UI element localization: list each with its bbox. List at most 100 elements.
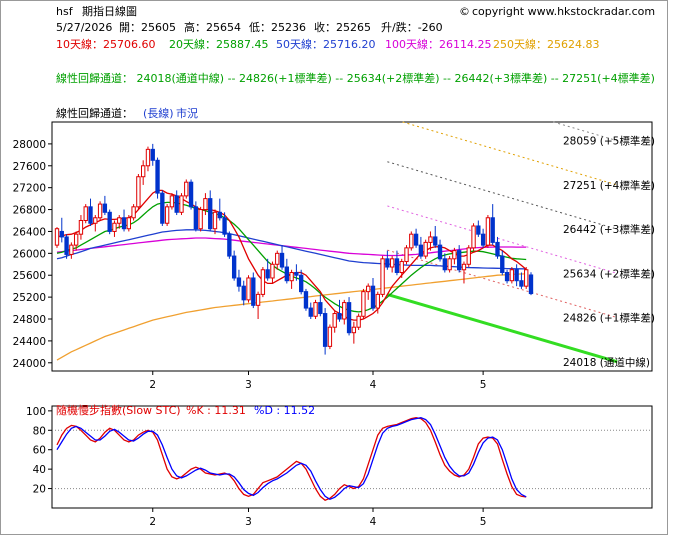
candle-body bbox=[107, 211, 112, 232]
candle-body bbox=[164, 206, 170, 224]
candle-body bbox=[385, 258, 390, 268]
candle-body bbox=[188, 181, 194, 208]
candle-body bbox=[476, 225, 481, 235]
ma50-label: 50天線：25716.20 bbox=[276, 38, 376, 51]
candle-body bbox=[457, 250, 462, 271]
price-panel-frame bbox=[51, 121, 653, 372]
candle-body bbox=[208, 198, 213, 230]
stc-y-tick-label: 80 bbox=[33, 425, 46, 437]
candle-body bbox=[231, 255, 237, 279]
candle-body bbox=[366, 285, 371, 293]
chart-name-label: 期指日線圖 bbox=[82, 5, 137, 18]
candle-body bbox=[169, 195, 175, 208]
low-label: 低：25236 bbox=[249, 21, 306, 34]
candle-body bbox=[251, 277, 256, 306]
channel-suffix: 市況 bbox=[176, 107, 198, 120]
candle-body bbox=[509, 269, 515, 282]
candle-body bbox=[351, 326, 357, 334]
candle-body bbox=[184, 181, 189, 197]
ma100-line bbox=[56, 237, 527, 257]
candle-body bbox=[150, 148, 155, 161]
candle-body bbox=[227, 233, 232, 257]
candle-body bbox=[313, 302, 318, 317]
candle-body bbox=[404, 247, 409, 263]
candle-body bbox=[217, 211, 222, 219]
candle-body bbox=[500, 255, 505, 273]
high-label: 高：25654 bbox=[184, 21, 241, 34]
stc-y-tick-label: 60 bbox=[33, 445, 46, 457]
stc-x-tick-label: 2 bbox=[149, 516, 156, 528]
channel-mid-line bbox=[386, 292, 618, 364]
channel-label: 24826 (+1標準差) bbox=[563, 312, 655, 325]
candle-body bbox=[265, 269, 270, 279]
price-y-tick-label: 27200 bbox=[13, 183, 46, 195]
channel-label: 27251 (+4標準差) bbox=[563, 179, 655, 192]
candle-body bbox=[59, 230, 64, 238]
candle-body bbox=[466, 247, 471, 265]
candle-body bbox=[299, 274, 304, 293]
candle-body bbox=[260, 269, 266, 295]
price-y-tick-label: 26400 bbox=[13, 226, 46, 238]
candle-body bbox=[145, 148, 151, 167]
channel-band-line bbox=[553, 121, 618, 142]
channel-label: 28059 (+5標準差) bbox=[563, 135, 655, 148]
candle-body bbox=[308, 307, 313, 317]
stc-panel-frame bbox=[51, 405, 653, 509]
price-y-tick-label: 26800 bbox=[13, 205, 46, 217]
ma250-line bbox=[56, 273, 527, 361]
candle-body bbox=[342, 302, 347, 320]
candle-body bbox=[332, 313, 337, 328]
channel-label: 24018 (通道中線) bbox=[563, 356, 650, 369]
candle-body bbox=[409, 233, 414, 249]
stc-k-value: %K : 11.31 bbox=[186, 404, 246, 417]
channel-summary: 線性回歸通道： 24018(通道中線) -- 24826(+1標準差) -- 2… bbox=[56, 72, 655, 85]
candle-body bbox=[203, 198, 208, 211]
candle-body bbox=[117, 217, 122, 224]
open-label: 開：25605 bbox=[119, 21, 176, 34]
stc-y-tick-label: 40 bbox=[33, 464, 46, 476]
price-y-tick-label: 25600 bbox=[13, 270, 46, 282]
candle-body bbox=[73, 233, 79, 246]
candle-body bbox=[361, 291, 366, 317]
stc-y-tick-label: 100 bbox=[26, 406, 46, 418]
candle-body bbox=[112, 222, 117, 232]
candle-body bbox=[193, 206, 199, 230]
channel-label: 25634 (+2標準差) bbox=[563, 267, 655, 280]
candle-body bbox=[255, 293, 261, 306]
candle-body bbox=[54, 228, 60, 246]
candle-body bbox=[131, 206, 136, 219]
candle-body bbox=[433, 236, 438, 246]
stc-y-tick-label: 20 bbox=[33, 484, 46, 496]
candle-body bbox=[461, 263, 467, 271]
candle-body bbox=[136, 176, 141, 208]
price-y-tick-label: 28000 bbox=[13, 139, 46, 151]
candle-body bbox=[102, 203, 108, 213]
candle-body bbox=[270, 263, 275, 279]
price-y-tick-label: 25200 bbox=[13, 292, 46, 304]
candle-body bbox=[495, 241, 500, 257]
candle-body bbox=[97, 203, 103, 219]
candle-body bbox=[174, 195, 179, 213]
candle-body bbox=[528, 274, 534, 295]
outer-frame bbox=[0, 0, 668, 535]
candle-body bbox=[370, 285, 376, 309]
price-x-tick-label: 3 bbox=[245, 379, 252, 391]
candle-body bbox=[322, 313, 328, 347]
close-label: 收：25265 bbox=[314, 21, 371, 34]
candle-body bbox=[303, 291, 309, 309]
price-x-tick-label: 5 bbox=[480, 379, 487, 391]
candle-body bbox=[83, 206, 88, 222]
candle-body bbox=[480, 233, 486, 246]
candle-body bbox=[447, 258, 452, 271]
ma250-label: 250天線：25624.83 bbox=[493, 38, 600, 51]
candle-body bbox=[346, 302, 352, 334]
candle-body bbox=[318, 302, 323, 315]
candle-body bbox=[198, 209, 203, 230]
candle-body bbox=[399, 261, 404, 273]
candle-body bbox=[337, 313, 342, 320]
candle-body bbox=[222, 217, 227, 235]
price-y-tick-label: 26000 bbox=[13, 248, 46, 260]
candle-body bbox=[289, 271, 294, 282]
ma100-label: 100天線：26114.25 bbox=[385, 38, 492, 51]
channel-band-line bbox=[402, 121, 618, 186]
